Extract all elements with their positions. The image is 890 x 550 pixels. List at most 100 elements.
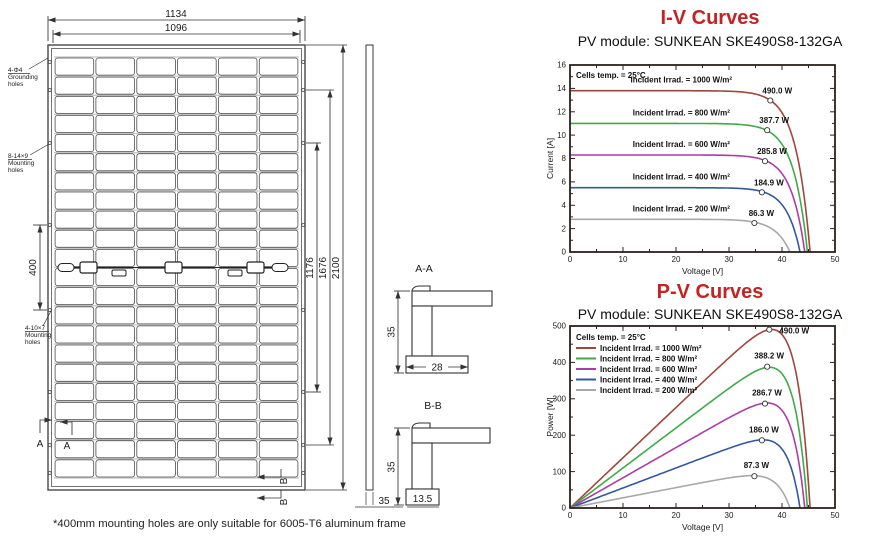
grounding-label-line3: holes	[8, 81, 23, 88]
frame-hole	[301, 471, 306, 475]
solar-cell	[136, 76, 176, 95]
y-tick-label: 400	[553, 358, 567, 367]
mounting-holes	[47, 60, 306, 475]
solar-cell	[54, 191, 95, 210]
cable-connector	[227, 269, 243, 277]
solar-cell	[217, 134, 258, 153]
frame-hole	[301, 223, 306, 227]
solar-cell	[95, 229, 135, 248]
solar-cell	[95, 153, 135, 172]
frame-lip	[411, 285, 431, 292]
label-mounting-holes-8: 8-14×9 Mounting holes	[8, 143, 50, 174]
solar-cell	[95, 57, 135, 76]
irradiance-label: Incident Irrad. = 200 W/m²	[633, 204, 730, 213]
solar-cell	[177, 210, 217, 229]
solar-cell	[136, 306, 176, 325]
solar-cell	[54, 344, 95, 363]
solar-cell	[217, 306, 258, 325]
irradiance-label: Incident Irrad. = 1000 W/m²	[631, 76, 733, 85]
solar-cell	[258, 210, 299, 229]
solar-cell	[136, 287, 176, 306]
frame-hole	[47, 471, 52, 475]
y-tick-label: 10	[557, 131, 566, 140]
mpp-power-label: 86.3 W	[749, 209, 775, 218]
mpp-power-label: 285.8 W	[757, 147, 787, 156]
solar-cell	[136, 229, 176, 248]
solar-cell	[258, 172, 299, 191]
solar-cell	[177, 248, 217, 267]
iv-chart-title: I-V Curves	[660, 7, 760, 29]
dim-label-aa-28: 28	[431, 363, 443, 374]
solar-cell	[136, 57, 176, 76]
cells-temp-annotation: Cells temp. = 25°C	[576, 71, 646, 80]
solar-cell	[54, 325, 95, 344]
solar-cell	[95, 115, 135, 133]
solar-cell	[258, 459, 299, 478]
mounting4-label-line1: 4-10×7	[25, 325, 46, 332]
solar-cell	[95, 459, 135, 478]
solar-cell	[258, 402, 299, 421]
x-axis-label: Voltage [V]	[682, 522, 723, 532]
solar-cell	[95, 95, 135, 114]
solar-cell	[136, 134, 176, 153]
solar-cell	[217, 363, 258, 382]
solar-cell	[54, 76, 95, 95]
solar-cell	[54, 172, 95, 191]
solar-cell	[136, 402, 176, 421]
solar-cell	[177, 440, 217, 459]
mounting8-label-line3: holes	[8, 167, 23, 174]
solar-cell	[54, 402, 95, 421]
legend-label: Incident Irrad. = 600 W/m²	[600, 365, 697, 374]
section-view-bb: B-B 35 13.5	[387, 400, 491, 508]
dim-label-1096: 1096	[165, 23, 188, 34]
solar-cell	[95, 76, 135, 95]
solar-cell	[177, 459, 217, 478]
mpp-marker	[766, 326, 773, 333]
solar-cell	[95, 287, 135, 306]
y-tick-label: 0	[562, 248, 567, 257]
solar-cell	[258, 57, 299, 76]
solar-cell	[177, 344, 217, 363]
dimension-width-1096: 1096	[52, 23, 301, 43]
x-tick-label: 0	[568, 511, 573, 520]
solar-cell	[217, 440, 258, 459]
pv-curve-4	[569, 438, 801, 509]
solar-cell	[177, 134, 217, 153]
dimension-side-thickness: 35	[355, 496, 403, 508]
x-tick-label: 30	[725, 511, 734, 520]
solar-cell	[217, 57, 258, 76]
solar-cell	[258, 191, 299, 210]
solar-cell	[136, 421, 176, 440]
solar-cell	[136, 210, 176, 229]
solar-cell	[177, 95, 217, 114]
solar-cell	[54, 440, 95, 459]
solar-cell	[95, 363, 135, 382]
solar-cell	[95, 440, 135, 459]
dimension-mount-400: 400	[28, 224, 47, 311]
frame-hole	[301, 141, 306, 145]
solar-cell	[95, 172, 135, 191]
solar-cell	[54, 459, 95, 478]
dim-label-bb-13-5: 13.5	[413, 494, 433, 505]
x-tick-label: 10	[619, 511, 628, 520]
frame-hole	[301, 88, 306, 92]
solar-cell	[54, 306, 95, 325]
solar-cell	[177, 57, 217, 76]
irradiance-label: Incident Irrad. = 400 W/m²	[633, 173, 730, 182]
panel-technical-drawing: 1134 1096 1176 1676 2100 400	[8, 9, 493, 530]
mpp-marker	[764, 363, 771, 370]
solar-cell	[217, 382, 258, 401]
y-tick-label: 6	[562, 178, 567, 187]
y-tick-label: 16	[557, 61, 566, 70]
solar-cell	[54, 95, 95, 114]
solar-cell	[136, 153, 176, 172]
irradiance-label: Incident Irrad. = 800 W/m²	[633, 108, 730, 117]
cable-connector	[111, 269, 127, 277]
mounting8-label-line2: Mounting	[8, 160, 35, 167]
solar-cell	[217, 115, 258, 133]
iv-chart-subtitle: PV module: SUNKEAN SKE490S8-132GA	[577, 33, 843, 49]
frame-flange	[411, 427, 491, 444]
solar-cell	[217, 76, 258, 95]
